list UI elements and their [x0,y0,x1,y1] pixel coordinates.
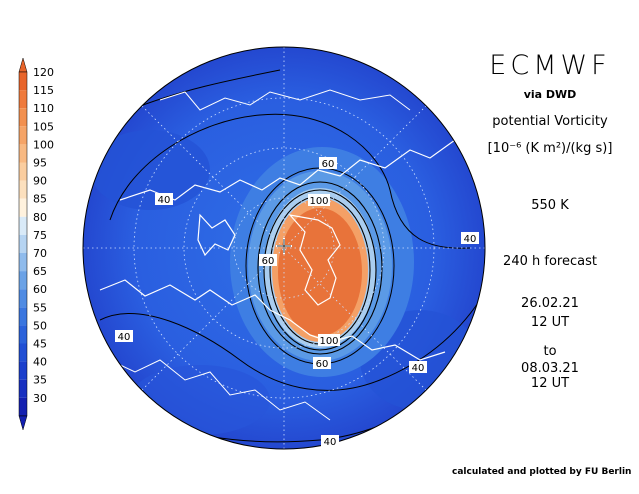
colorbar-top-arrow [18,57,28,73]
colorbar-swatch [19,216,27,235]
coastline [159,89,411,111]
colorbar-tick-label: 115 [33,84,54,97]
colorbar-swatch [19,307,27,326]
colorbar-swatch [19,253,27,272]
variable-units: [10⁻⁶ (K m²)/(kg s)] [487,141,613,156]
svg-text:60: 60 [322,159,335,170]
svg-text:40: 40 [324,437,337,448]
credit-text: calculated and plotted by FU Berlin [452,467,632,477]
svg-text:40: 40 [412,363,425,374]
colorbar-tick-label: 70 [33,247,47,260]
svg-text:60: 60 [262,256,275,267]
svg-text:100: 100 [319,336,338,347]
colorbar-tick-label: 50 [33,319,47,332]
svg-text:60: 60 [316,359,329,370]
contour-line [263,189,377,351]
colorbar-swatch [19,90,27,109]
svg-text:40: 40 [118,332,131,343]
contour-line [99,299,481,391]
colorbar-tick-label: 90 [33,175,47,188]
colorbar-swatch [19,144,27,163]
contour-label: 40 [115,330,133,343]
graticule [83,47,485,449]
colorbar-bottom-arrow [18,415,28,431]
contour-label: 60 [319,157,337,170]
contour-label: 40 [321,435,339,448]
colorbar-tick-label: 120 [33,66,54,79]
colorbar-tick-label: 100 [33,138,54,151]
model-title: ECMWF [489,50,611,81]
colorbar-swatch [19,162,27,181]
vortex-core [278,208,362,336]
colorbar-tick-label: 60 [33,283,47,296]
pole-marker [276,238,292,254]
colorbar-tick-label: 80 [33,211,47,224]
colorbar-tick-label: 35 [33,374,47,387]
colorbar-tick-label: 75 [33,229,47,242]
init-time: 12 UT [530,315,570,330]
contour-label: 40 [409,361,427,374]
coastline [119,139,456,201]
svg-text:100: 100 [309,196,328,207]
colorbar-frame [18,71,28,417]
contour-labels: 40 40 40 40 40 60 60 60 [115,157,479,448]
colorbar-swatch [19,198,27,217]
colorbar-tick-label: 85 [33,193,47,206]
svg-text:40: 40 [464,234,477,245]
contour-label: 40 [155,193,173,206]
contour-label: 40 [461,232,479,245]
coastline [197,213,236,257]
colorbar-tick-label: 45 [33,338,47,351]
colorbar-tick-label: 95 [33,157,47,170]
colorbar-tick-label: 30 [33,392,47,405]
contour-label: 100 [318,334,340,347]
colorbar-swatch [19,361,27,380]
contour-label: 100 [308,194,330,207]
colorbar-swatch [19,271,27,290]
colorbar-swatch [19,379,27,398]
colorbar-swatch [19,289,27,308]
valid-time: 12 UT [530,376,570,391]
colorbar-tick-label: 105 [33,120,54,133]
colorbar-swatch [19,126,27,145]
svg-text:40: 40 [158,195,171,206]
colorbar-swatch [19,325,27,344]
colorbar-tick-label: 110 [33,102,54,115]
contour-line [109,113,471,249]
coastline [288,214,341,306]
colorbar: 120 115 110 105 100 95 90 85 80 75 70 65 60 55 50 45 40 3… [18,57,54,431]
colorbar-swatch [19,234,27,253]
colorbar-swatch [19,72,27,91]
isentropic-level: 550 K [531,198,569,213]
contour-line [129,69,281,111]
colorbar-swatch [19,343,27,362]
colorbar-tick-label: 40 [33,356,47,369]
forecast-range: 240 h forecast [503,254,597,269]
colorbar-swatch [19,180,27,199]
to-label: to [543,344,557,359]
low-pv-patch [90,130,210,210]
colorbar-swatch [19,108,27,127]
colorbar-tick-label: 55 [33,301,47,314]
contour-label: 60 [313,357,331,370]
colorbar-tick-label: 65 [33,265,47,278]
valid-date: 08.03.21 [521,361,579,376]
contour-label: 60 [259,254,277,267]
data-source: via DWD [523,88,577,101]
coastline [99,279,446,361]
contour-line [257,181,383,355]
init-date: 26.02.21 [521,296,579,311]
variable-name: potential Vorticity [492,114,608,129]
map-border [82,46,486,450]
colorbar-swatch [19,397,27,416]
